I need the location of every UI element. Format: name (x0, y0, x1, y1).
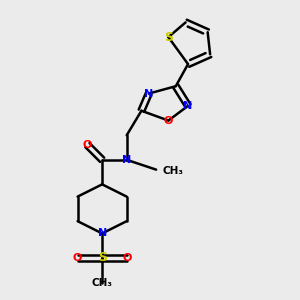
Text: O: O (73, 253, 82, 263)
Text: S: S (164, 31, 173, 44)
Text: N: N (122, 155, 131, 165)
Text: O: O (83, 140, 92, 150)
Text: N: N (98, 228, 107, 239)
Text: CH₃: CH₃ (162, 166, 183, 176)
Text: O: O (122, 253, 131, 263)
Text: N: N (183, 101, 193, 111)
Text: N: N (144, 88, 153, 99)
Text: O: O (164, 116, 173, 126)
Text: S: S (98, 251, 107, 265)
Text: CH₃: CH₃ (92, 278, 113, 287)
